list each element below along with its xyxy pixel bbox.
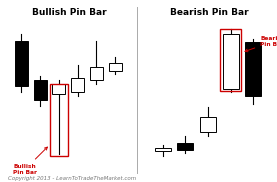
Bar — [177, 143, 193, 150]
Bar — [223, 34, 238, 89]
Bar — [52, 84, 65, 94]
Bar — [200, 117, 216, 132]
Text: Bullish
Pin Bar: Bullish Pin Bar — [13, 147, 47, 175]
Bar — [245, 42, 261, 96]
Bar — [90, 67, 103, 80]
Text: Bearish
Pin Bar: Bearish Pin Bar — [245, 36, 277, 52]
Title: Bearish Pin Bar: Bearish Pin Bar — [170, 8, 248, 17]
Bar — [50, 84, 68, 156]
Title: Bullish Pin Bar: Bullish Pin Bar — [32, 8, 107, 17]
Bar — [34, 80, 47, 100]
Bar — [71, 78, 84, 92]
Bar — [220, 29, 241, 90]
Bar — [109, 63, 122, 71]
Bar — [155, 148, 171, 151]
Text: Copyright 2013 - LearnToTradeTheMarket.com: Copyright 2013 - LearnToTradeTheMarket.c… — [8, 176, 137, 181]
Bar — [15, 41, 28, 86]
